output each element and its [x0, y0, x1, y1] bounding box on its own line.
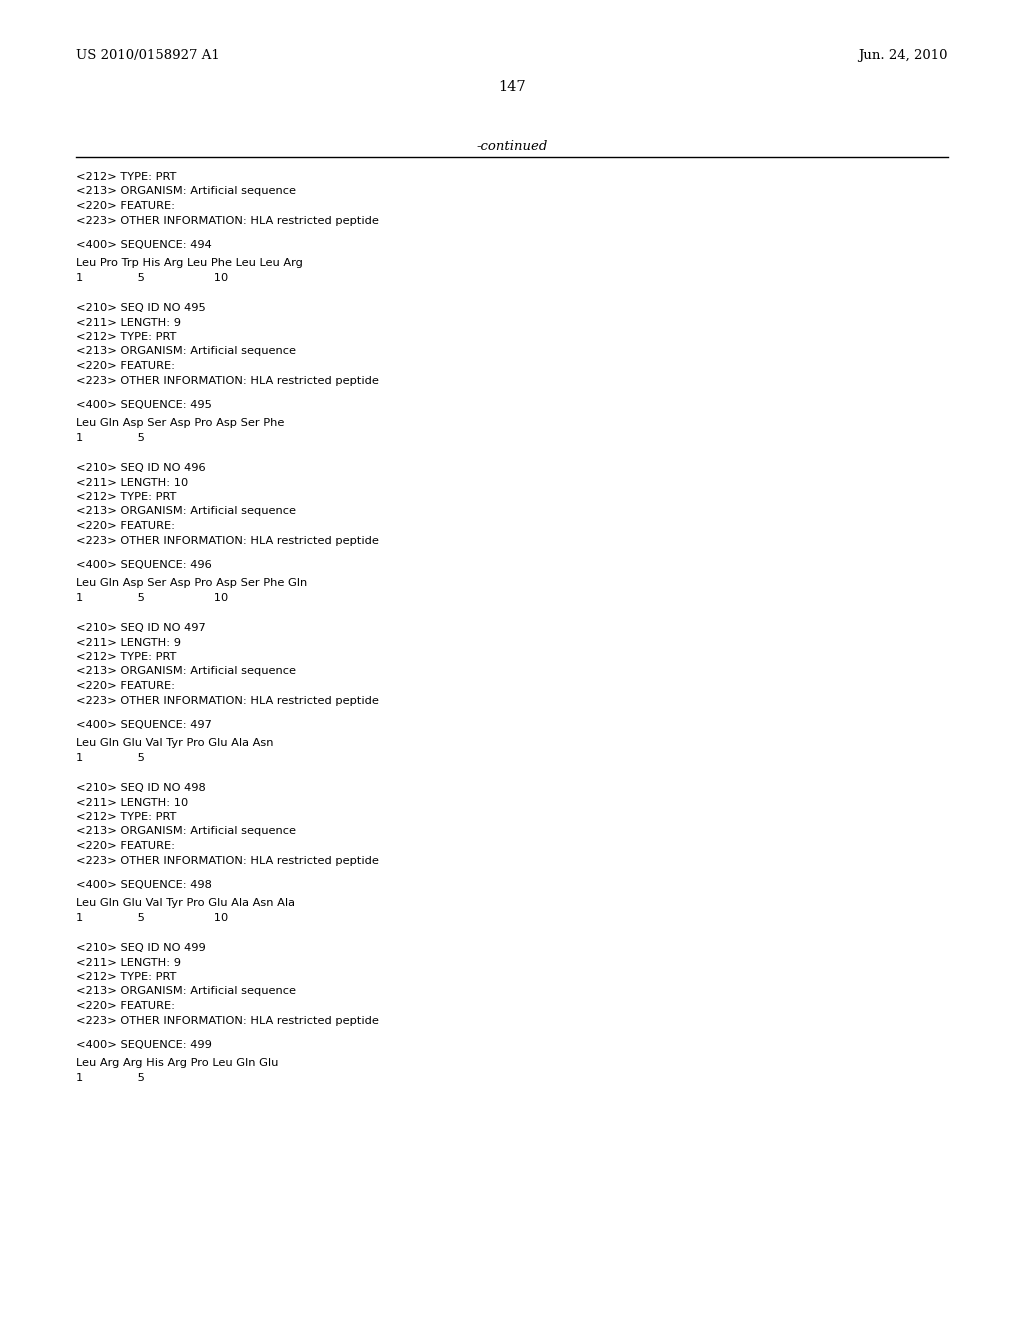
Text: 1               5                   10: 1 5 10 — [76, 913, 228, 923]
Text: 1               5                   10: 1 5 10 — [76, 273, 228, 282]
Text: <213> ORGANISM: Artificial sequence: <213> ORGANISM: Artificial sequence — [76, 826, 296, 837]
Text: Leu Gln Asp Ser Asp Pro Asp Ser Phe: Leu Gln Asp Ser Asp Pro Asp Ser Phe — [76, 418, 285, 429]
Text: <400> SEQUENCE: 498: <400> SEQUENCE: 498 — [76, 880, 212, 890]
Text: <220> FEATURE:: <220> FEATURE: — [76, 201, 175, 211]
Text: <210> SEQ ID NO 495: <210> SEQ ID NO 495 — [76, 304, 206, 313]
Text: <212> TYPE: PRT: <212> TYPE: PRT — [76, 333, 176, 342]
Text: <400> SEQUENCE: 495: <400> SEQUENCE: 495 — [76, 400, 212, 411]
Text: <400> SEQUENCE: 497: <400> SEQUENCE: 497 — [76, 719, 212, 730]
Text: <212> TYPE: PRT: <212> TYPE: PRT — [76, 972, 176, 982]
Text: <211> LENGTH: 9: <211> LENGTH: 9 — [76, 957, 181, 968]
Text: Leu Gln Glu Val Tyr Pro Glu Ala Asn Ala: Leu Gln Glu Val Tyr Pro Glu Ala Asn Ala — [76, 899, 295, 908]
Text: <400> SEQUENCE: 494: <400> SEQUENCE: 494 — [76, 240, 212, 249]
Text: 147: 147 — [499, 81, 525, 94]
Text: <223> OTHER INFORMATION: HLA restricted peptide: <223> OTHER INFORMATION: HLA restricted … — [76, 536, 379, 545]
Text: <212> TYPE: PRT: <212> TYPE: PRT — [76, 492, 176, 502]
Text: Leu Pro Trp His Arg Leu Phe Leu Leu Arg: Leu Pro Trp His Arg Leu Phe Leu Leu Arg — [76, 259, 303, 268]
Text: Leu Gln Glu Val Tyr Pro Glu Ala Asn: Leu Gln Glu Val Tyr Pro Glu Ala Asn — [76, 738, 273, 748]
Text: <210> SEQ ID NO 496: <210> SEQ ID NO 496 — [76, 463, 206, 473]
Text: Leu Arg Arg His Arg Pro Leu Gln Glu: Leu Arg Arg His Arg Pro Leu Gln Glu — [76, 1059, 279, 1068]
Text: <220> FEATURE:: <220> FEATURE: — [76, 841, 175, 851]
Text: <211> LENGTH: 10: <211> LENGTH: 10 — [76, 797, 188, 808]
Text: <213> ORGANISM: Artificial sequence: <213> ORGANISM: Artificial sequence — [76, 667, 296, 676]
Text: <220> FEATURE:: <220> FEATURE: — [76, 681, 175, 690]
Text: <213> ORGANISM: Artificial sequence: <213> ORGANISM: Artificial sequence — [76, 186, 296, 197]
Text: Leu Gln Asp Ser Asp Pro Asp Ser Phe Gln: Leu Gln Asp Ser Asp Pro Asp Ser Phe Gln — [76, 578, 307, 589]
Text: <223> OTHER INFORMATION: HLA restricted peptide: <223> OTHER INFORMATION: HLA restricted … — [76, 1015, 379, 1026]
Text: 1               5                   10: 1 5 10 — [76, 593, 228, 603]
Text: <213> ORGANISM: Artificial sequence: <213> ORGANISM: Artificial sequence — [76, 986, 296, 997]
Text: <212> TYPE: PRT: <212> TYPE: PRT — [76, 652, 176, 663]
Text: <213> ORGANISM: Artificial sequence: <213> ORGANISM: Artificial sequence — [76, 346, 296, 356]
Text: 1               5: 1 5 — [76, 433, 144, 444]
Text: <223> OTHER INFORMATION: HLA restricted peptide: <223> OTHER INFORMATION: HLA restricted … — [76, 375, 379, 385]
Text: <400> SEQUENCE: 496: <400> SEQUENCE: 496 — [76, 560, 212, 570]
Text: US 2010/0158927 A1: US 2010/0158927 A1 — [76, 49, 220, 62]
Text: 1               5: 1 5 — [76, 752, 144, 763]
Text: <223> OTHER INFORMATION: HLA restricted peptide: <223> OTHER INFORMATION: HLA restricted … — [76, 215, 379, 226]
Text: <212> TYPE: PRT: <212> TYPE: PRT — [76, 172, 176, 182]
Text: <220> FEATURE:: <220> FEATURE: — [76, 521, 175, 531]
Text: <211> LENGTH: 9: <211> LENGTH: 9 — [76, 318, 181, 327]
Text: <400> SEQUENCE: 499: <400> SEQUENCE: 499 — [76, 1040, 212, 1049]
Text: <210> SEQ ID NO 498: <210> SEQ ID NO 498 — [76, 783, 206, 793]
Text: <210> SEQ ID NO 497: <210> SEQ ID NO 497 — [76, 623, 206, 634]
Text: <213> ORGANISM: Artificial sequence: <213> ORGANISM: Artificial sequence — [76, 507, 296, 516]
Text: <212> TYPE: PRT: <212> TYPE: PRT — [76, 812, 176, 822]
Text: -continued: -continued — [476, 140, 548, 153]
Text: <223> OTHER INFORMATION: HLA restricted peptide: <223> OTHER INFORMATION: HLA restricted … — [76, 696, 379, 705]
Text: <210> SEQ ID NO 499: <210> SEQ ID NO 499 — [76, 942, 206, 953]
Text: <211> LENGTH: 10: <211> LENGTH: 10 — [76, 478, 188, 487]
Text: 1               5: 1 5 — [76, 1073, 144, 1082]
Text: <223> OTHER INFORMATION: HLA restricted peptide: <223> OTHER INFORMATION: HLA restricted … — [76, 855, 379, 866]
Text: <211> LENGTH: 9: <211> LENGTH: 9 — [76, 638, 181, 648]
Text: <220> FEATURE:: <220> FEATURE: — [76, 360, 175, 371]
Text: <220> FEATURE:: <220> FEATURE: — [76, 1001, 175, 1011]
Text: Jun. 24, 2010: Jun. 24, 2010 — [858, 49, 948, 62]
